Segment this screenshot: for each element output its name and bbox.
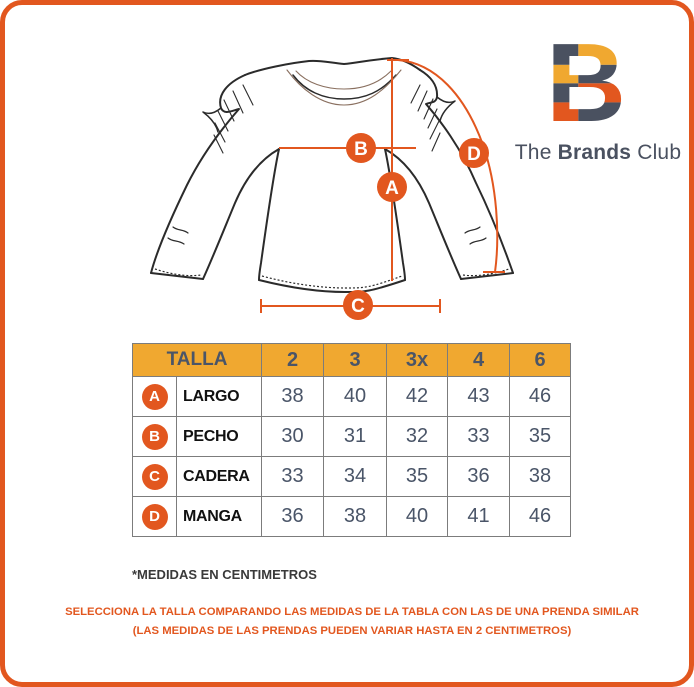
svg-text:B: B	[354, 139, 368, 160]
svg-text:C: C	[351, 296, 365, 317]
svg-text:D: D	[467, 144, 481, 165]
svg-text:A: A	[385, 178, 399, 199]
